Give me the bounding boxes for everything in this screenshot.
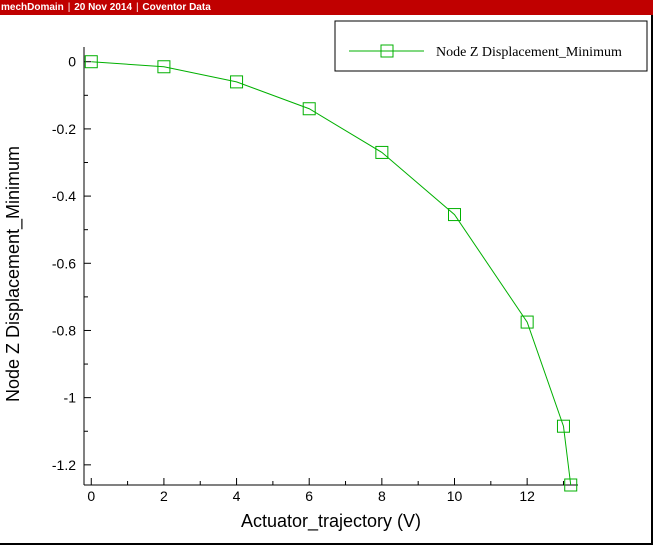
x-tick-label: 2 <box>160 488 168 504</box>
data-point-marker <box>556 419 570 433</box>
data-point-marker <box>302 102 316 116</box>
y-tick-label: -0.6 <box>52 255 76 271</box>
data-point-marker <box>448 208 461 222</box>
x-tick-label: 10 <box>447 488 463 504</box>
chart: 0 2 4 6 8 10 12 0 -0.2 -0.4 -0.6 -0.8 -1 -1.2 Actuato… <box>3 20 648 532</box>
title-date: 20 Nov 2014 <box>74 2 133 13</box>
series-line <box>91 61 572 486</box>
data-point-marker <box>520 315 534 329</box>
y-tick-label: -1.2 <box>52 457 76 473</box>
y-tick-label: -0.8 <box>52 322 76 338</box>
x-tick-label: 8 <box>378 488 386 504</box>
frame-border-right <box>651 15 653 545</box>
series-layer <box>84 55 578 492</box>
x-tick-label: 6 <box>305 488 313 504</box>
y-tick-label: -1 <box>64 390 77 406</box>
x-tick-label: 0 <box>87 488 95 504</box>
legend-label: Node Z Displacement_Minimum <box>436 45 622 60</box>
title-domain: mechDomain <box>1 2 64 13</box>
title-separator: | <box>67 2 71 13</box>
y-axis-label: Node Z Displacement_Minimum <box>3 146 24 402</box>
title-source: Coventor Data <box>142 2 211 13</box>
x-axis-label: Actuator_trajectory (V) <box>241 511 421 532</box>
title-separator: | <box>136 2 139 13</box>
data-point-marker <box>564 478 578 492</box>
frame-border-bottom <box>0 543 653 545</box>
title-bar: mechDomain | 20 Nov 2014 | Coventor Data <box>0 0 653 15</box>
legend: Node Z Displacement_Minimum <box>334 20 648 72</box>
y-tick-label: 0 <box>68 54 76 70</box>
data-point-marker <box>84 55 98 69</box>
y-tick-label: -0.2 <box>52 121 76 137</box>
y-tick-label: -0.4 <box>52 188 76 204</box>
data-point-marker <box>375 145 389 159</box>
legend-swatch-marker <box>380 44 394 58</box>
data-point-marker <box>157 60 171 74</box>
legend-box <box>334 20 648 72</box>
data-point-marker <box>230 75 244 89</box>
x-tick-label: 12 <box>519 488 535 504</box>
x-tick-label: 4 <box>233 488 241 504</box>
axes: 0 2 4 6 8 10 12 0 -0.2 -0.4 -0.6 -0.8 -1 -1.2 <box>52 47 578 504</box>
